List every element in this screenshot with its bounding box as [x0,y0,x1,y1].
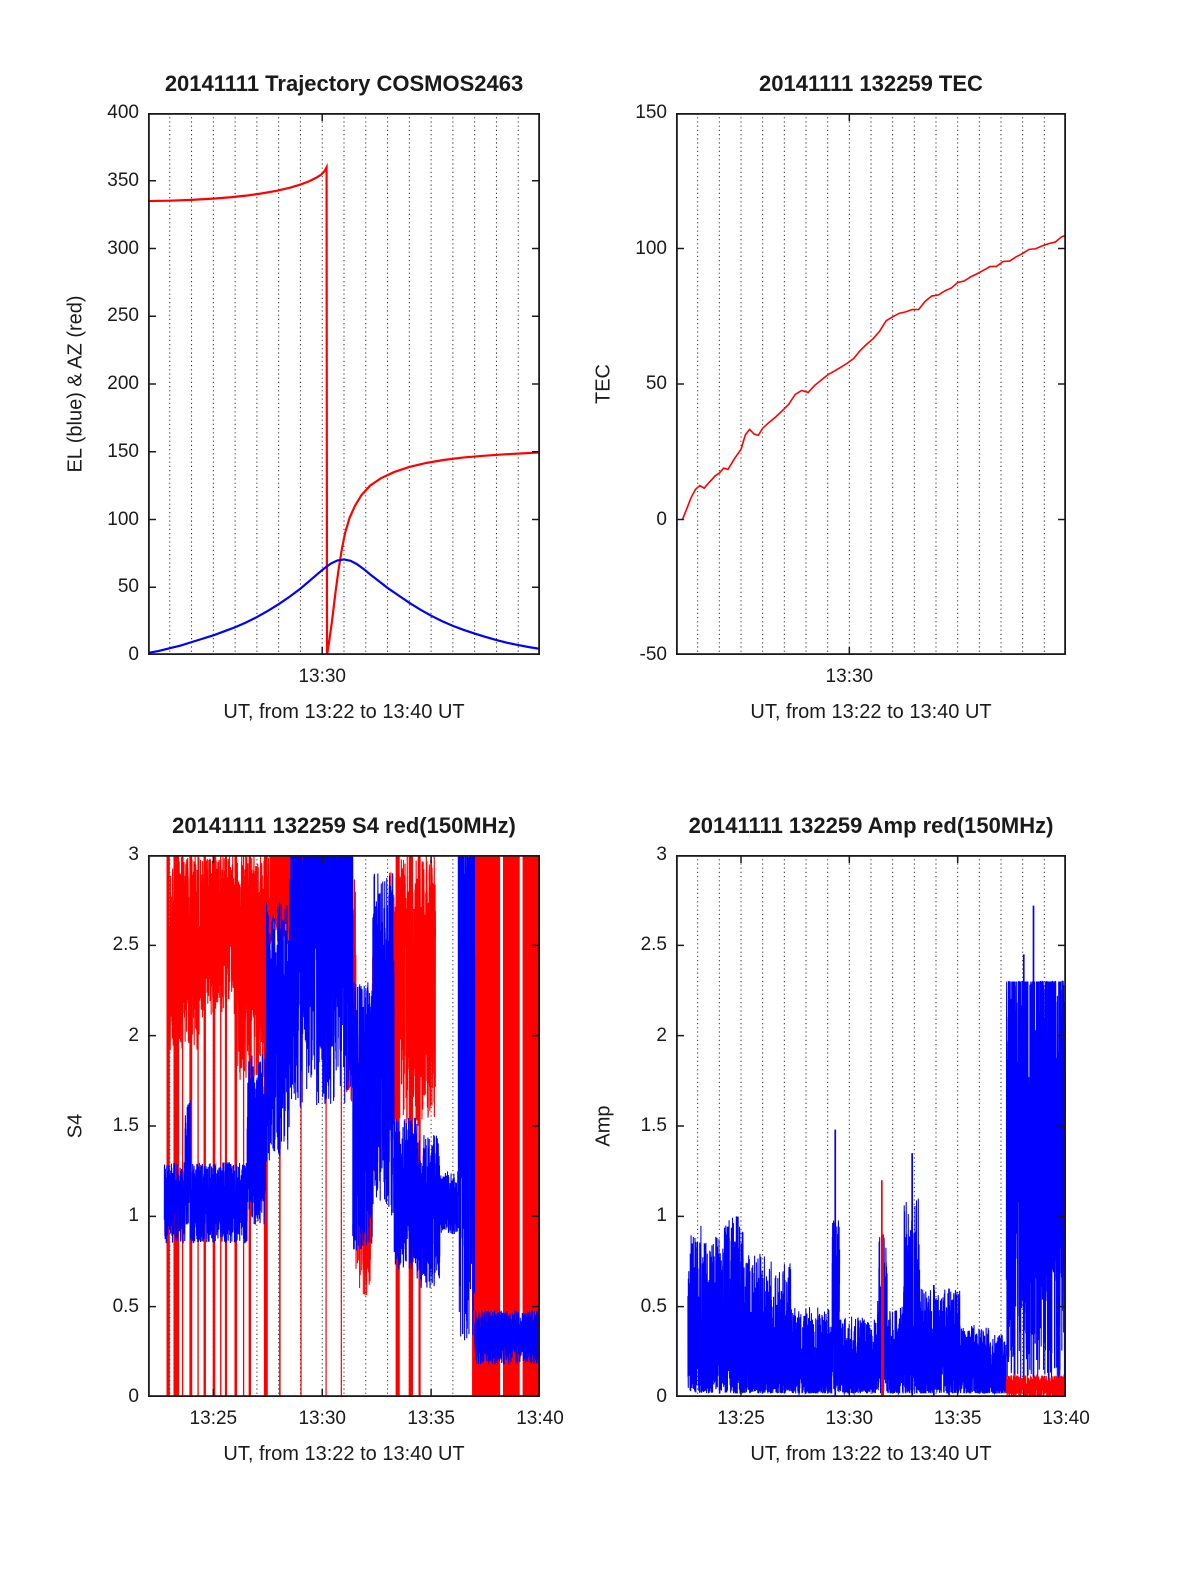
s4-y-axis-label: S4 [64,1113,87,1139]
y-tick-label: 100 [107,508,139,530]
x-tick-label: 13:30 [825,1408,874,1429]
amp-chart-title: 20141111 132259 Amp red(150MHz) [688,813,1054,838]
y-tick-label: 1 [656,1205,667,1227]
s4-chart-title: 20141111 132259 S4 red(150MHz) [172,813,516,838]
tec-x-axis-label: UT, from 13:22 to 13:40 UT [750,701,992,723]
y-tick-label: 0 [656,1386,667,1407]
y-tick-label: 350 [107,169,139,191]
y-tick-label: 3 [128,844,139,865]
s4-x-axis-label: UT, from 13:22 to 13:40 UT [223,1443,465,1465]
trajectory-x-axis-label: UT, from 13:22 to 13:40 UT [223,701,465,723]
y-tick-label: 50 [117,576,139,598]
y-tick-label: 2 [128,1024,139,1046]
tec-plot-canvas [676,113,1066,655]
y-tick-label: 1.5 [112,1115,139,1136]
tec-chart: 20141111 132259 TEC TEC UT, from 13:22 t… [593,71,1066,723]
x-tick-label: 13:35 [407,1408,455,1429]
amp-chart: 20141111 132259 Amp red(150MHz) Amp UT, … [593,813,1090,1465]
y-tick-label: 0.5 [112,1295,139,1317]
tec-chart-title: 20141111 132259 TEC [759,71,983,96]
y-tick-label: 400 [107,102,139,123]
x-tick-label: 13:25 [189,1408,238,1429]
trajectory-chart-title: 20141111 Trajectory COSMOS2463 [164,71,524,96]
y-tick-label: 200 [107,373,139,394]
y-tick-label: 0 [656,508,667,530]
trajectory-chart: 20141111 Trajectory COSMOS2463 EL (blue)… [65,71,540,723]
amp-plot-canvas [676,855,1066,1397]
y-tick-label: 0 [128,644,139,665]
y-tick-label: 1.5 [640,1115,667,1136]
y-tick-label: 0 [128,1386,139,1407]
y-tick-label: -50 [639,644,667,665]
trajectory-plot-canvas [148,113,540,655]
y-tick-label: 2.5 [112,934,139,956]
y-tick-label: 0.5 [640,1295,667,1317]
y-tick-label: 150 [635,102,667,123]
x-tick-label: 13:40 [516,1408,564,1429]
s4-chart: 20141111 132259 S4 red(150MHz) S4 UT, fr… [65,813,564,1465]
y-tick-label: 2.5 [640,934,667,956]
x-tick-label: 13:30 [298,666,346,687]
y-tick-label: 1 [128,1205,139,1227]
y-tick-label: 3 [656,844,667,865]
y-tick-label: 50 [645,373,667,394]
x-tick-label: 13:25 [717,1408,765,1429]
x-tick-label: 13:40 [1042,1408,1090,1429]
y-tick-label: 100 [635,237,667,259]
x-tick-label: 13:30 [298,1408,346,1429]
y-tick-label: 300 [107,237,139,259]
trajectory-y-axis-label: EL (blue) & AZ (red) [64,295,87,473]
tec-y-axis-label: TEC [592,364,615,404]
s4-plot-canvas [148,855,540,1397]
x-tick-label: 13:35 [933,1408,982,1429]
y-tick-label: 150 [107,440,139,462]
x-tick-label: 13:30 [825,666,874,687]
amp-y-axis-label: Amp [592,1105,615,1147]
y-tick-label: 2 [656,1024,667,1046]
amp-x-axis-label: UT, from 13:22 to 13:40 UT [750,1443,992,1465]
y-tick-label: 250 [107,305,139,327]
